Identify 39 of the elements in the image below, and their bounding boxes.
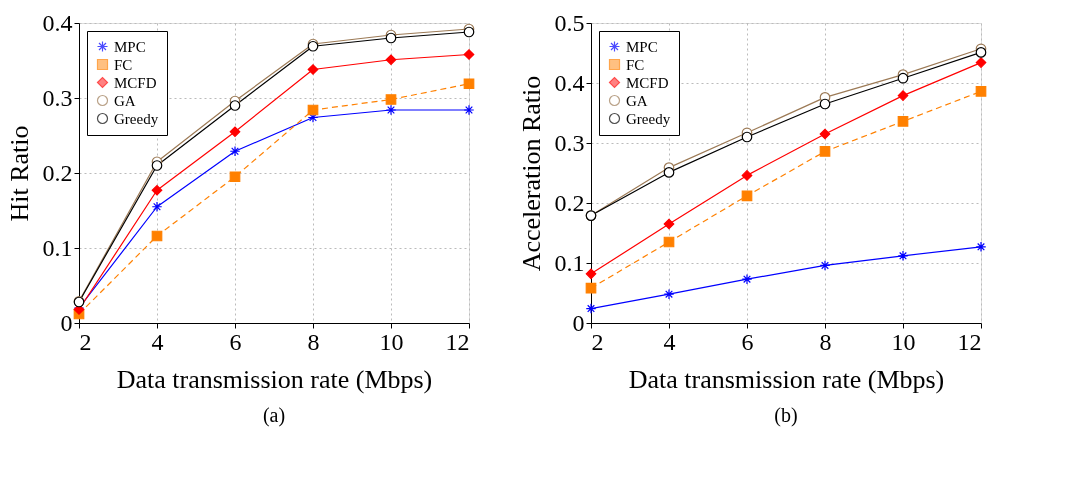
legend-label: FC (114, 56, 133, 73)
text: (a) (262, 404, 286, 427)
x-tick-label: 12 (445, 328, 470, 355)
x-axis-title: Data transmission rate (Mbps) (628, 364, 945, 394)
y-tick-label: 0.5 (554, 9, 585, 36)
y-axis-title: Acceleration Ratio (516, 75, 546, 272)
legend-label: MCFD (626, 74, 669, 91)
x-tick-label: 2 (79, 328, 92, 355)
legend-label: Greedy (626, 110, 671, 127)
y-tick-label: 0.4 (42, 9, 73, 36)
legend-label: GA (114, 92, 136, 109)
y-axis-title: Hit Ratio (4, 125, 34, 222)
y-tick-label: 0 (572, 309, 585, 336)
y-tick-label: 0.3 (42, 84, 73, 111)
x-tick-label: 10 (379, 328, 404, 355)
x-tick-label: 8 (819, 328, 832, 355)
legend-label: FC (626, 56, 645, 73)
y-tick-label: 0 (60, 309, 73, 336)
x-tick-label: 6 (741, 328, 754, 355)
x-tick-label: 12 (957, 328, 982, 355)
legend-label: GA (626, 92, 648, 109)
x-tick-label: 4 (663, 328, 676, 355)
legend-label: MPC (114, 38, 146, 55)
x-tick-label: 6 (229, 328, 242, 355)
y-tick-label: 0.3 (554, 129, 585, 156)
text: (b) (774, 404, 798, 427)
x-tick-label: 4 (151, 328, 164, 355)
x-tick-label: 10 (891, 328, 916, 355)
legend-label: MCFD (114, 74, 157, 91)
legend-label: MPC (626, 38, 658, 55)
legend-label: Greedy (114, 110, 159, 127)
y-tick-label: 0.1 (554, 249, 585, 276)
y-tick-label: 0.2 (42, 159, 73, 186)
y-tick-label: 0.4 (554, 69, 585, 96)
x-tick-label: 2 (591, 328, 604, 355)
x-axis-title: Data transmission rate (Mbps) (116, 364, 433, 394)
y-tick-label: 0.2 (554, 189, 585, 216)
x-tick-label: 8 (307, 328, 320, 355)
y-tick-label: 0.1 (42, 234, 73, 261)
